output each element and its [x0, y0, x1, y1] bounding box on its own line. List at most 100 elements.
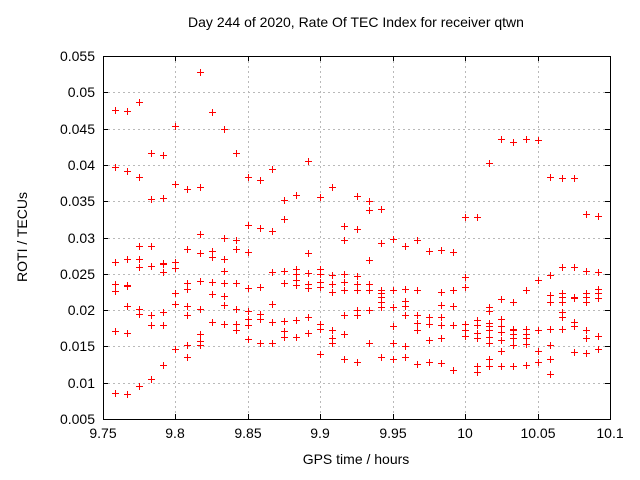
data-point-marker — [402, 303, 409, 310]
data-point-marker — [317, 271, 324, 278]
x-tick-label: 9.75 — [89, 425, 117, 441]
data-point-marker — [148, 243, 155, 250]
data-point-marker — [341, 271, 348, 278]
data-point-marker — [402, 354, 409, 361]
data-point-marker — [474, 369, 481, 376]
data-point-marker — [221, 268, 228, 275]
data-point-marker — [281, 197, 288, 204]
data-point-marker — [136, 383, 143, 390]
data-point-marker — [547, 292, 554, 299]
data-point-marker — [197, 278, 204, 285]
y-tick-label: 0.025 — [59, 266, 95, 282]
data-point-marker — [281, 216, 288, 223]
data-point-marker — [341, 223, 348, 230]
data-point-marker — [547, 342, 554, 349]
data-point-marker — [209, 319, 216, 326]
data-point-marker — [136, 264, 143, 271]
data-point-marker — [426, 248, 433, 255]
data-point-marker — [269, 319, 276, 326]
data-point-marker — [341, 279, 348, 286]
data-point-marker — [124, 108, 131, 115]
data-point-marker — [221, 126, 228, 133]
data-point-marker — [124, 391, 131, 398]
data-point-marker — [486, 340, 493, 347]
data-point-marker — [547, 299, 554, 306]
data-point-marker — [172, 290, 179, 297]
data-point-marker — [136, 243, 143, 250]
data-point-marker — [414, 312, 421, 319]
data-point-marker — [438, 360, 445, 367]
data-point-marker — [402, 286, 409, 293]
data-point-marker — [245, 316, 252, 323]
data-point-marker — [124, 256, 131, 263]
data-point-marker — [354, 359, 361, 366]
data-point-marker — [498, 363, 505, 370]
data-point-marker — [571, 175, 578, 182]
data-point-marker — [426, 321, 433, 328]
data-point-marker — [583, 335, 590, 342]
data-point-marker — [148, 150, 155, 157]
data-point-marker — [390, 323, 397, 330]
data-point-marker — [414, 327, 421, 334]
data-point-marker — [221, 321, 228, 328]
data-point-marker — [112, 390, 119, 397]
data-point-marker — [160, 152, 167, 159]
data-point-marker — [245, 174, 252, 181]
data-point-marker — [281, 334, 288, 341]
data-point-marker — [559, 299, 566, 306]
data-point-marker — [184, 303, 191, 310]
data-point-marker — [366, 287, 373, 294]
data-point-marker — [462, 284, 469, 291]
x-tick-label: 9.9 — [310, 425, 330, 441]
data-point-marker — [329, 184, 336, 191]
data-point-marker — [474, 322, 481, 329]
data-point-marker — [366, 257, 373, 264]
data-point-marker — [184, 286, 191, 293]
data-point-marker — [559, 314, 566, 321]
data-point-marker — [510, 342, 517, 349]
data-point-marker — [378, 206, 385, 213]
data-point-marker — [354, 312, 361, 319]
data-point-marker — [160, 269, 167, 276]
data-point-marker — [269, 228, 276, 235]
x-tick-label: 10.1 — [596, 425, 624, 441]
data-point-marker — [281, 328, 288, 335]
data-point-marker — [462, 321, 469, 328]
data-point-marker — [172, 265, 179, 272]
data-point-marker — [595, 346, 602, 353]
data-point-marker — [390, 304, 397, 311]
data-point-marker — [535, 359, 542, 366]
data-point-marker — [547, 326, 554, 333]
data-point-marker — [510, 139, 517, 146]
data-point-marker — [571, 264, 578, 271]
data-point-marker — [197, 306, 204, 313]
data-point-marker — [366, 207, 373, 214]
data-point-marker — [486, 334, 493, 341]
y-tick-label: 0.035 — [59, 193, 95, 209]
y-tick-label: 0.02 — [67, 302, 95, 318]
data-point-marker — [172, 301, 179, 308]
data-point-marker — [583, 327, 590, 334]
data-point-marker — [341, 331, 348, 338]
data-point-marker — [148, 263, 155, 270]
data-point-marker — [305, 314, 312, 321]
data-point-marker — [438, 247, 445, 254]
data-point-marker — [317, 194, 324, 201]
data-point-marker — [498, 323, 505, 330]
data-point-marker — [583, 350, 590, 357]
data-point-marker — [136, 174, 143, 181]
data-point-marker — [329, 272, 336, 279]
data-point-marker — [366, 281, 373, 288]
data-point-marker — [450, 322, 457, 329]
data-point-marker — [245, 249, 252, 256]
x-tick-label: 10.05 — [520, 425, 556, 441]
data-point-marker — [354, 287, 361, 294]
data-point-marker — [281, 280, 288, 287]
data-point-marker — [184, 246, 191, 253]
x-axis-label: GPS time / hours — [302, 451, 410, 467]
y-tick-label: 0.01 — [67, 375, 95, 391]
data-point-marker — [535, 348, 542, 355]
data-point-marker — [293, 282, 300, 289]
data-point-marker — [136, 99, 143, 106]
data-point-marker — [245, 322, 252, 329]
